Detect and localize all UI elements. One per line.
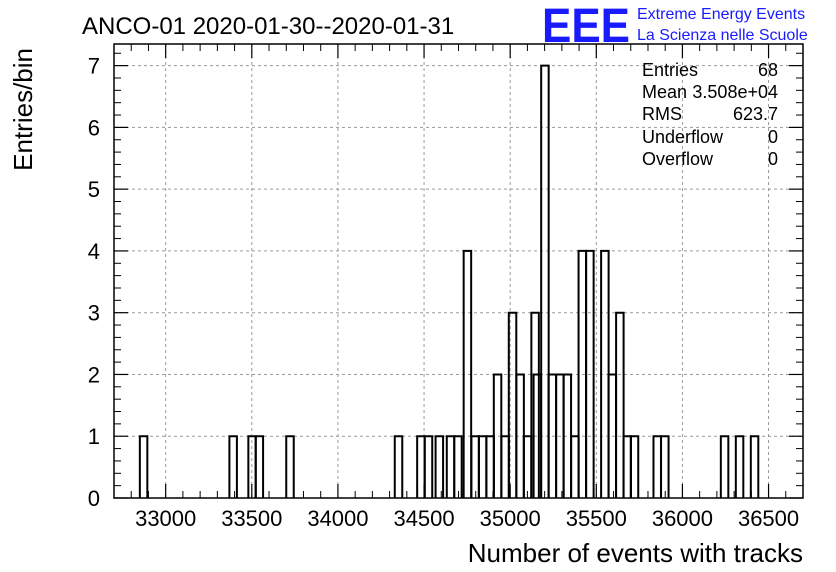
x-tick-label: 33000 xyxy=(135,506,196,531)
stats-overflow-label: Overflow xyxy=(642,149,714,169)
grid-lines xyxy=(114,44,803,499)
stats-rms-value: 623.7 xyxy=(733,104,778,124)
y-tick-label: 1 xyxy=(88,424,100,449)
y-tick-label: 3 xyxy=(88,301,100,326)
histogram-bin xyxy=(477,435,488,498)
histogram-bin xyxy=(570,435,580,498)
plot-frame-rect xyxy=(113,43,804,499)
stats-box: Entries 68 Mean 3.508e+04 RMS 623.7 Unde… xyxy=(642,60,778,169)
eee-logo-mark: EEE xyxy=(542,0,630,53)
eee-logo-line2: La Scienza nelle Scuole xyxy=(637,27,808,44)
x-axis-ticks: 33000 33500 34000 34500 35000 35500 36000 36500 xyxy=(113,44,804,531)
histogram-bin xyxy=(462,249,473,498)
histogram-bin xyxy=(585,249,595,498)
y-tick-label: 0 xyxy=(88,486,100,511)
eee-logo: EEE Extreme Energy Events La Scienza nel… xyxy=(542,0,808,53)
histogram-bin xyxy=(540,64,550,498)
x-tick-label: 34500 xyxy=(393,506,454,531)
histogram-bin xyxy=(530,311,540,498)
y-tick-label: 6 xyxy=(88,115,100,140)
y-tick-label: 2 xyxy=(88,362,100,387)
histogram-bin xyxy=(485,435,495,498)
y-axis-ticks: 0 1 2 3 4 5 6 7 xyxy=(88,52,803,511)
x-tick-label: 33500 xyxy=(221,506,282,531)
x-axis-label: Number of events with tracks xyxy=(468,538,803,568)
histogram-bin xyxy=(660,435,670,498)
histogram-bin xyxy=(228,435,238,498)
histogram-bin xyxy=(285,435,295,498)
histogram-bin xyxy=(652,435,662,498)
histogram-bin xyxy=(522,435,533,498)
y-tick-label: 7 xyxy=(88,54,100,79)
stats-overflow-value: 0 xyxy=(768,149,778,169)
histogram-bin xyxy=(445,435,456,498)
histogram-bin xyxy=(500,435,510,498)
stats-rms-label: RMS xyxy=(642,104,682,124)
x-tick-label: 35500 xyxy=(566,506,627,531)
histogram-bin xyxy=(719,435,730,498)
histogram-bin xyxy=(254,435,265,498)
histogram-bin xyxy=(393,435,404,498)
eee-logo-line1: Extreme Energy Events xyxy=(637,6,805,23)
stats-entries-label: Entries xyxy=(642,60,698,80)
histogram-bin xyxy=(423,435,434,498)
histogram-bin xyxy=(470,435,480,498)
y-tick-label: 4 xyxy=(88,239,100,264)
chart-title: ANCO-01 2020-01-30--2020-01-31 xyxy=(82,13,454,40)
x-tick-label: 34000 xyxy=(307,506,368,531)
histogram-bin xyxy=(629,435,640,498)
stats-mean-value: 3.508e+04 xyxy=(692,82,778,102)
histogram-outline xyxy=(138,64,760,498)
x-tick-label: 36000 xyxy=(652,506,713,531)
x-tick-label: 35000 xyxy=(480,506,541,531)
plot-frame xyxy=(113,43,804,499)
x-tick-label: 36500 xyxy=(738,506,799,531)
histogram-bin xyxy=(434,435,445,498)
histogram-bin xyxy=(615,311,625,498)
histogram-bin xyxy=(453,435,463,498)
stats-underflow-label: Underflow xyxy=(642,127,724,147)
stats-mean-label: Mean xyxy=(642,82,687,102)
y-axis-label: Entries/bin xyxy=(8,48,38,171)
stats-entries-value: 68 xyxy=(758,60,778,80)
stats-underflow-value: 0 xyxy=(768,127,778,147)
histogram-bin xyxy=(138,435,149,498)
histogram-bin xyxy=(734,435,745,498)
histogram-bin xyxy=(749,435,760,498)
y-tick-label: 5 xyxy=(88,177,100,202)
